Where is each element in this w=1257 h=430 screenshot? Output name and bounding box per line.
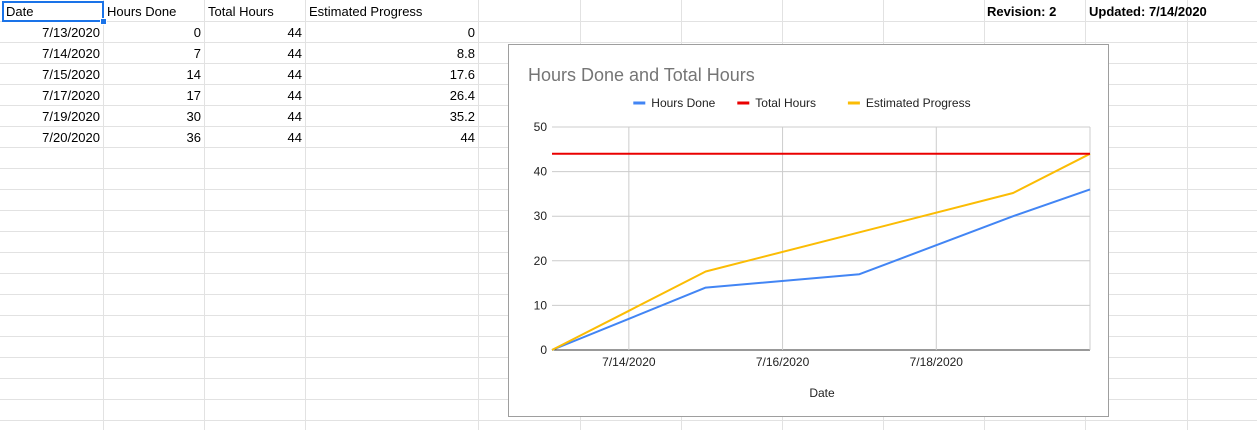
total-hours-cell[interactable]: 44 [287,25,302,40]
header-cell-date[interactable]: Date [2,1,104,22]
legend-item: Hours Done [651,96,715,110]
legend-item: Estimated Progress [866,96,971,110]
chart-canvas: Hours Done and Total Hours Hours Done Tot… [528,65,1091,400]
header-cell-hours-done[interactable]: Hours Done [107,4,177,19]
x-tick-label: 7/16/2020 [756,355,810,369]
chart-legend: Hours Done Total Hours Estimated Progress [633,96,971,110]
y-tick-label: 10 [534,298,548,312]
y-axis-ticks: 0 10 20 30 40 50 [534,120,548,357]
date-cell[interactable]: 7/20/2020 [42,130,100,145]
total-hours-cell[interactable]: 44 [287,67,302,82]
revision-cell[interactable]: Revision: 2 [987,4,1057,19]
hours-done-cell[interactable]: 0 [193,25,201,40]
legend-item: Total Hours [755,96,816,110]
total-hours-cell[interactable]: 44 [287,46,302,61]
header-cell-estimated-progress[interactable]: Estimated Progress [309,4,423,19]
x-axis-title: Date [809,386,835,400]
y-tick-label: 20 [534,254,548,268]
header-cell-total-hours[interactable]: Total Hours [208,4,274,19]
date-cell[interactable]: 7/15/2020 [42,67,100,82]
grid-line [0,21,1257,22]
grid-line [0,42,1257,43]
estimated-progress-cell[interactable]: 17.6 [449,67,475,82]
grid-line [0,420,1257,421]
hours-done-cell[interactable]: 17 [186,88,201,103]
estimated-progress-cell[interactable]: 44 [460,130,475,145]
chart-gridlines [552,126,1091,351]
hours-done-cell[interactable]: 30 [186,109,201,124]
hours-done-cell[interactable]: 36 [186,130,201,145]
date-cell[interactable]: 7/19/2020 [42,109,100,124]
chart-title: Hours Done and Total Hours [528,65,755,85]
total-hours-cell[interactable]: 44 [287,88,302,103]
chart-series [551,152,1091,351]
updated-cell[interactable]: Updated: 7/14/2020 [1089,4,1207,19]
grid-line [305,0,306,430]
grid-line [478,0,479,430]
grid-line [1187,0,1188,430]
series-line-estimated-progress [551,152,1091,351]
date-cell[interactable]: 7/13/2020 [42,25,100,40]
grid-line [204,0,205,430]
grid-line [103,0,104,430]
x-tick-label: 7/18/2020 [910,355,964,369]
embedded-line-chart[interactable]: Hours Done and Total Hours Hours Done Tot… [508,44,1109,417]
y-tick-label: 40 [534,165,548,179]
date-cell[interactable]: 7/14/2020 [42,46,100,61]
total-hours-cell[interactable]: 44 [287,130,302,145]
y-tick-label: 30 [534,209,548,223]
x-axis-ticks: 7/14/2020 7/16/2020 7/18/2020 [602,355,963,369]
estimated-progress-cell[interactable]: 8.8 [456,46,475,61]
hours-done-cell[interactable]: 14 [186,67,201,82]
series-line-hours-done [551,188,1091,351]
total-hours-cell[interactable]: 44 [287,109,302,124]
selection-fill-handle[interactable] [100,18,107,25]
y-tick-label: 0 [540,343,547,357]
hours-done-cell[interactable]: 7 [193,46,201,61]
date-cell[interactable]: 7/17/2020 [42,88,100,103]
estimated-progress-cell[interactable]: 35.2 [449,109,475,124]
estimated-progress-cell[interactable]: 0 [467,25,475,40]
x-tick-label: 7/14/2020 [602,355,656,369]
y-tick-label: 50 [534,120,548,134]
estimated-progress-cell[interactable]: 26.4 [449,88,475,103]
